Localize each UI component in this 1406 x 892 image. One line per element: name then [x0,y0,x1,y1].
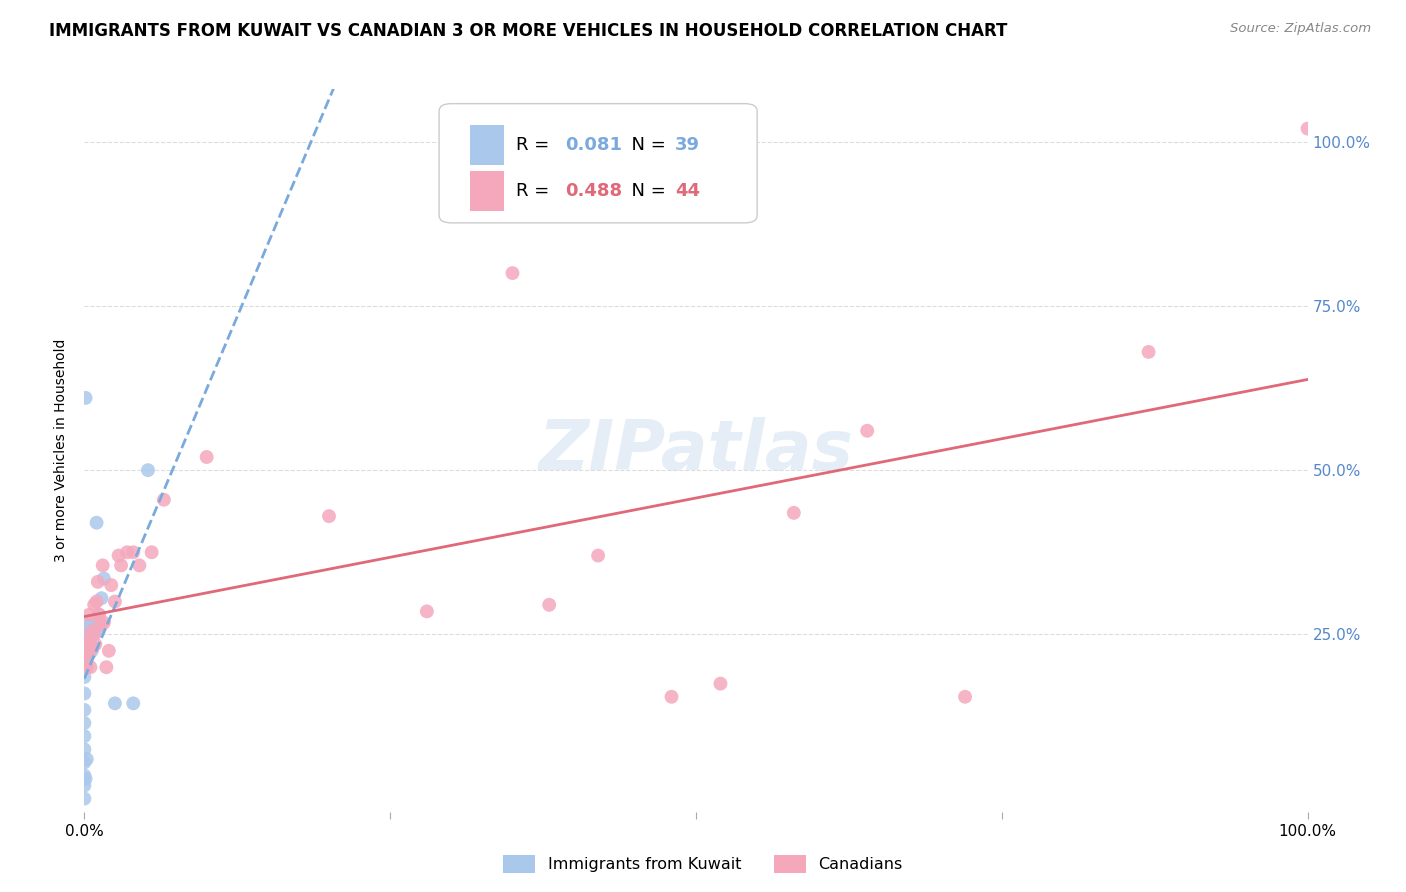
Point [73,686,96,700]
Point [89,615,111,630]
Point [709,676,731,690]
Point [195,450,218,464]
Point [75,772,97,786]
Point [73,716,96,731]
Point [122,697,145,711]
Point [1137,345,1160,359]
Point [97,644,120,658]
Point [76,752,98,766]
Point [73,756,96,770]
Point [83,621,105,635]
Point [73,729,96,743]
Point [856,424,879,438]
Point [128,558,150,573]
Point [75,647,97,661]
Point [75,660,97,674]
Point [104,594,127,608]
Point [82,640,104,655]
FancyBboxPatch shape [439,103,758,223]
Point [84,637,107,651]
Point [93,572,115,586]
Point [77,647,100,661]
Point [80,624,103,639]
Point [73,670,96,684]
Text: Source: ZipAtlas.com: Source: ZipAtlas.com [1230,22,1371,36]
Point [1296,121,1319,136]
Text: N =: N = [620,136,672,154]
FancyBboxPatch shape [470,171,503,211]
Point [84,621,107,635]
Text: R =: R = [516,136,555,154]
Point [86,516,108,530]
Point [73,779,96,793]
Y-axis label: 3 or more Vehicles in Household: 3 or more Vehicles in Household [55,339,69,562]
Text: 44: 44 [675,182,700,200]
Point [75,644,97,658]
Point [77,634,100,648]
Text: N =: N = [620,182,672,200]
Point [76,627,98,641]
Point [77,627,100,641]
Point [91,558,114,573]
Point [107,549,129,563]
Point [783,506,806,520]
Point [77,644,100,658]
Point [73,791,96,805]
Point [79,617,101,632]
Point [100,578,122,592]
Point [73,703,96,717]
Point [83,598,105,612]
Point [80,624,103,639]
Point [76,647,98,661]
Legend: Immigrants from Kuwait, Canadians: Immigrants from Kuwait, Canadians [498,848,908,880]
Point [96,660,118,674]
Point [86,594,108,608]
Point [93,615,115,630]
Point [75,391,97,405]
Point [87,574,110,589]
Point [122,545,145,559]
Text: R =: R = [516,182,555,200]
Text: 0.081: 0.081 [565,136,621,154]
Point [79,640,101,655]
Point [76,637,98,651]
Point [75,650,97,665]
Point [73,647,96,661]
Point [318,509,340,524]
Text: 39: 39 [675,136,700,154]
Point [76,660,98,674]
Point [110,558,132,573]
Point [104,697,127,711]
Point [73,769,96,783]
Text: ZIPatlas: ZIPatlas [538,417,853,484]
Point [87,607,110,622]
Point [953,690,976,704]
Point [538,598,561,612]
Point [661,690,683,704]
Point [77,617,100,632]
Point [77,634,100,648]
FancyBboxPatch shape [470,126,503,165]
Point [90,591,112,606]
Point [79,660,101,674]
Point [73,634,96,648]
Point [82,627,104,641]
Point [77,607,100,622]
Point [502,266,524,280]
Point [80,644,103,658]
Point [83,627,105,641]
Text: IMMIGRANTS FROM KUWAIT VS CANADIAN 3 OR MORE VEHICLES IN HOUSEHOLD CORRELATION C: IMMIGRANTS FROM KUWAIT VS CANADIAN 3 OR … [49,22,1008,40]
Point [90,617,112,632]
Point [416,604,439,618]
Text: 0.488: 0.488 [565,182,623,200]
Point [153,492,176,507]
Point [115,545,138,559]
Point [87,607,110,622]
Point [73,742,96,756]
Point [136,463,159,477]
Point [141,545,163,559]
Point [77,647,100,661]
Point [86,624,108,639]
Point [586,549,609,563]
